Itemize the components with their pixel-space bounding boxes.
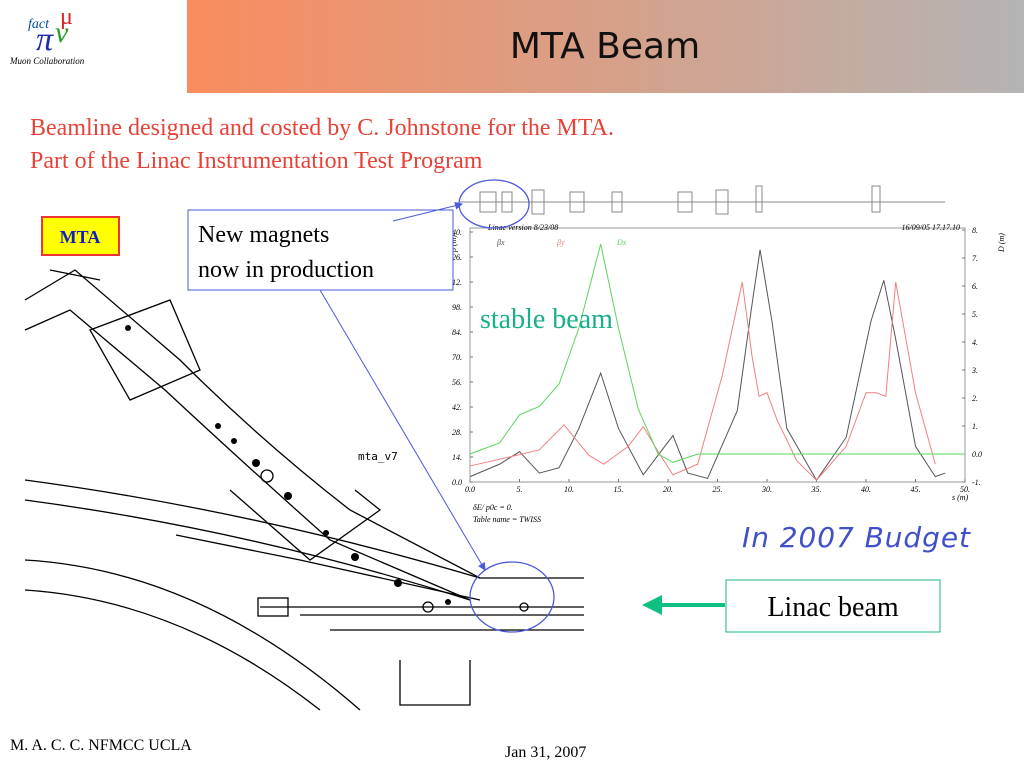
legend-entry: βy: [556, 238, 565, 247]
beamline-drawing: [24, 269, 584, 711]
x-tick-label: 40.: [861, 485, 871, 494]
header-band: [187, 0, 1024, 93]
mta-label: MTA: [60, 227, 101, 247]
y-tick-label: 112.: [449, 278, 462, 287]
linac-arrowhead: [642, 595, 662, 615]
series-line: [469, 281, 936, 481]
x-tick-label: 15.: [614, 485, 624, 494]
y-tick-label: 84.: [452, 328, 462, 337]
budget-label: In 2007 Budget: [742, 521, 971, 554]
y-tick-label: 42.: [452, 403, 462, 412]
y2-tick-label: 4.: [972, 338, 978, 347]
y-tick-label: 56.: [452, 378, 462, 387]
x-tick-label: 50.: [960, 485, 970, 494]
footer-date: Jan 31, 2007: [505, 744, 586, 761]
y2-tick-label: 8.: [972, 226, 978, 235]
x-tick-label: 45.: [911, 485, 921, 494]
y2-tick-label: 6.: [972, 282, 978, 291]
linac-label: Linac beam: [767, 592, 899, 623]
legend-entry: Dx: [616, 238, 627, 247]
magnets-box: [187, 209, 454, 291]
logo-caption: Muon Collaboration: [9, 56, 85, 66]
y2-tick-label: -1.: [972, 478, 981, 487]
x-tick-label: 10.: [564, 485, 574, 494]
y-tick-label: 98.: [452, 303, 462, 312]
logo-pi: π: [36, 21, 54, 58]
x-tick-label: 20.: [663, 485, 673, 494]
plot-note: Table name = TWISS: [473, 515, 541, 524]
title: MTA Beam: [510, 26, 700, 67]
plot-frame: [469, 227, 966, 483]
x-tick-label: 35.: [811, 485, 822, 494]
footer-left: M. A. C. C. NFMCC UCLA: [10, 737, 192, 754]
subtitle: Beamline designed and costed by C. Johns…: [30, 115, 614, 141]
y-tick-label: 140.: [448, 228, 462, 237]
y2-tick-label: 3.: [971, 366, 978, 375]
y-tick-label: 14.: [452, 453, 462, 462]
series-line: [469, 243, 965, 463]
highlight-circle: [458, 179, 530, 229]
x-tick-label: 0.0: [465, 485, 475, 494]
y2-tick-label: 5.: [972, 310, 978, 319]
y2-tick-label: 0.0: [972, 450, 982, 459]
y-tick-label: 28.: [452, 428, 462, 437]
y-tick-label: 70.: [452, 353, 462, 362]
x-tick-label: 30.: [761, 485, 772, 494]
beam-elements: [125, 325, 451, 605]
highlight-circle: [469, 561, 555, 633]
magnets-text: now in production: [198, 257, 374, 283]
plot-note: δE/ p0c = 0.: [473, 503, 513, 512]
mta-box: [41, 216, 120, 256]
y-tick-label: 126.: [448, 253, 462, 262]
drawing-label: mta_v7: [358, 450, 398, 463]
logo-nu: ν: [55, 16, 69, 49]
legend-entry: βx: [496, 238, 505, 247]
beta-plot: 0.0 5. 10. 15. 20. 25. 30. 35. 40. 45. 50. 0.0 14. 28…: [448, 223, 1006, 524]
x-tick-label: 5.: [517, 485, 523, 494]
y2-axis-label: D (m): [997, 233, 1006, 253]
y2-tick-label: 7.: [972, 254, 978, 263]
magnets-text: New magnets: [198, 222, 329, 248]
pointer-arrow: [392, 201, 463, 222]
x-tick-label: 25.: [713, 485, 723, 494]
series-line: [469, 249, 946, 482]
plot-title: Linac version 8/23/08: [487, 223, 558, 232]
plot-timestamp: 16/09/05 17.17.10: [902, 223, 960, 232]
y-tick-label: 0.0: [452, 478, 462, 487]
y2-tick-label: 1.: [972, 422, 978, 431]
subtitle: Part of the Linac Instrumentation Test P…: [30, 148, 483, 174]
linac-box: [725, 579, 941, 633]
x-axis-label: s (m): [952, 493, 969, 502]
lattice-magnets: [460, 185, 945, 215]
logo-text: fact: [28, 17, 50, 32]
pointer-arrow: [319, 289, 486, 571]
logo-mu: μ: [60, 4, 73, 30]
y2-tick-label: 2.: [972, 394, 978, 403]
stable-label: stable beam: [480, 304, 613, 335]
